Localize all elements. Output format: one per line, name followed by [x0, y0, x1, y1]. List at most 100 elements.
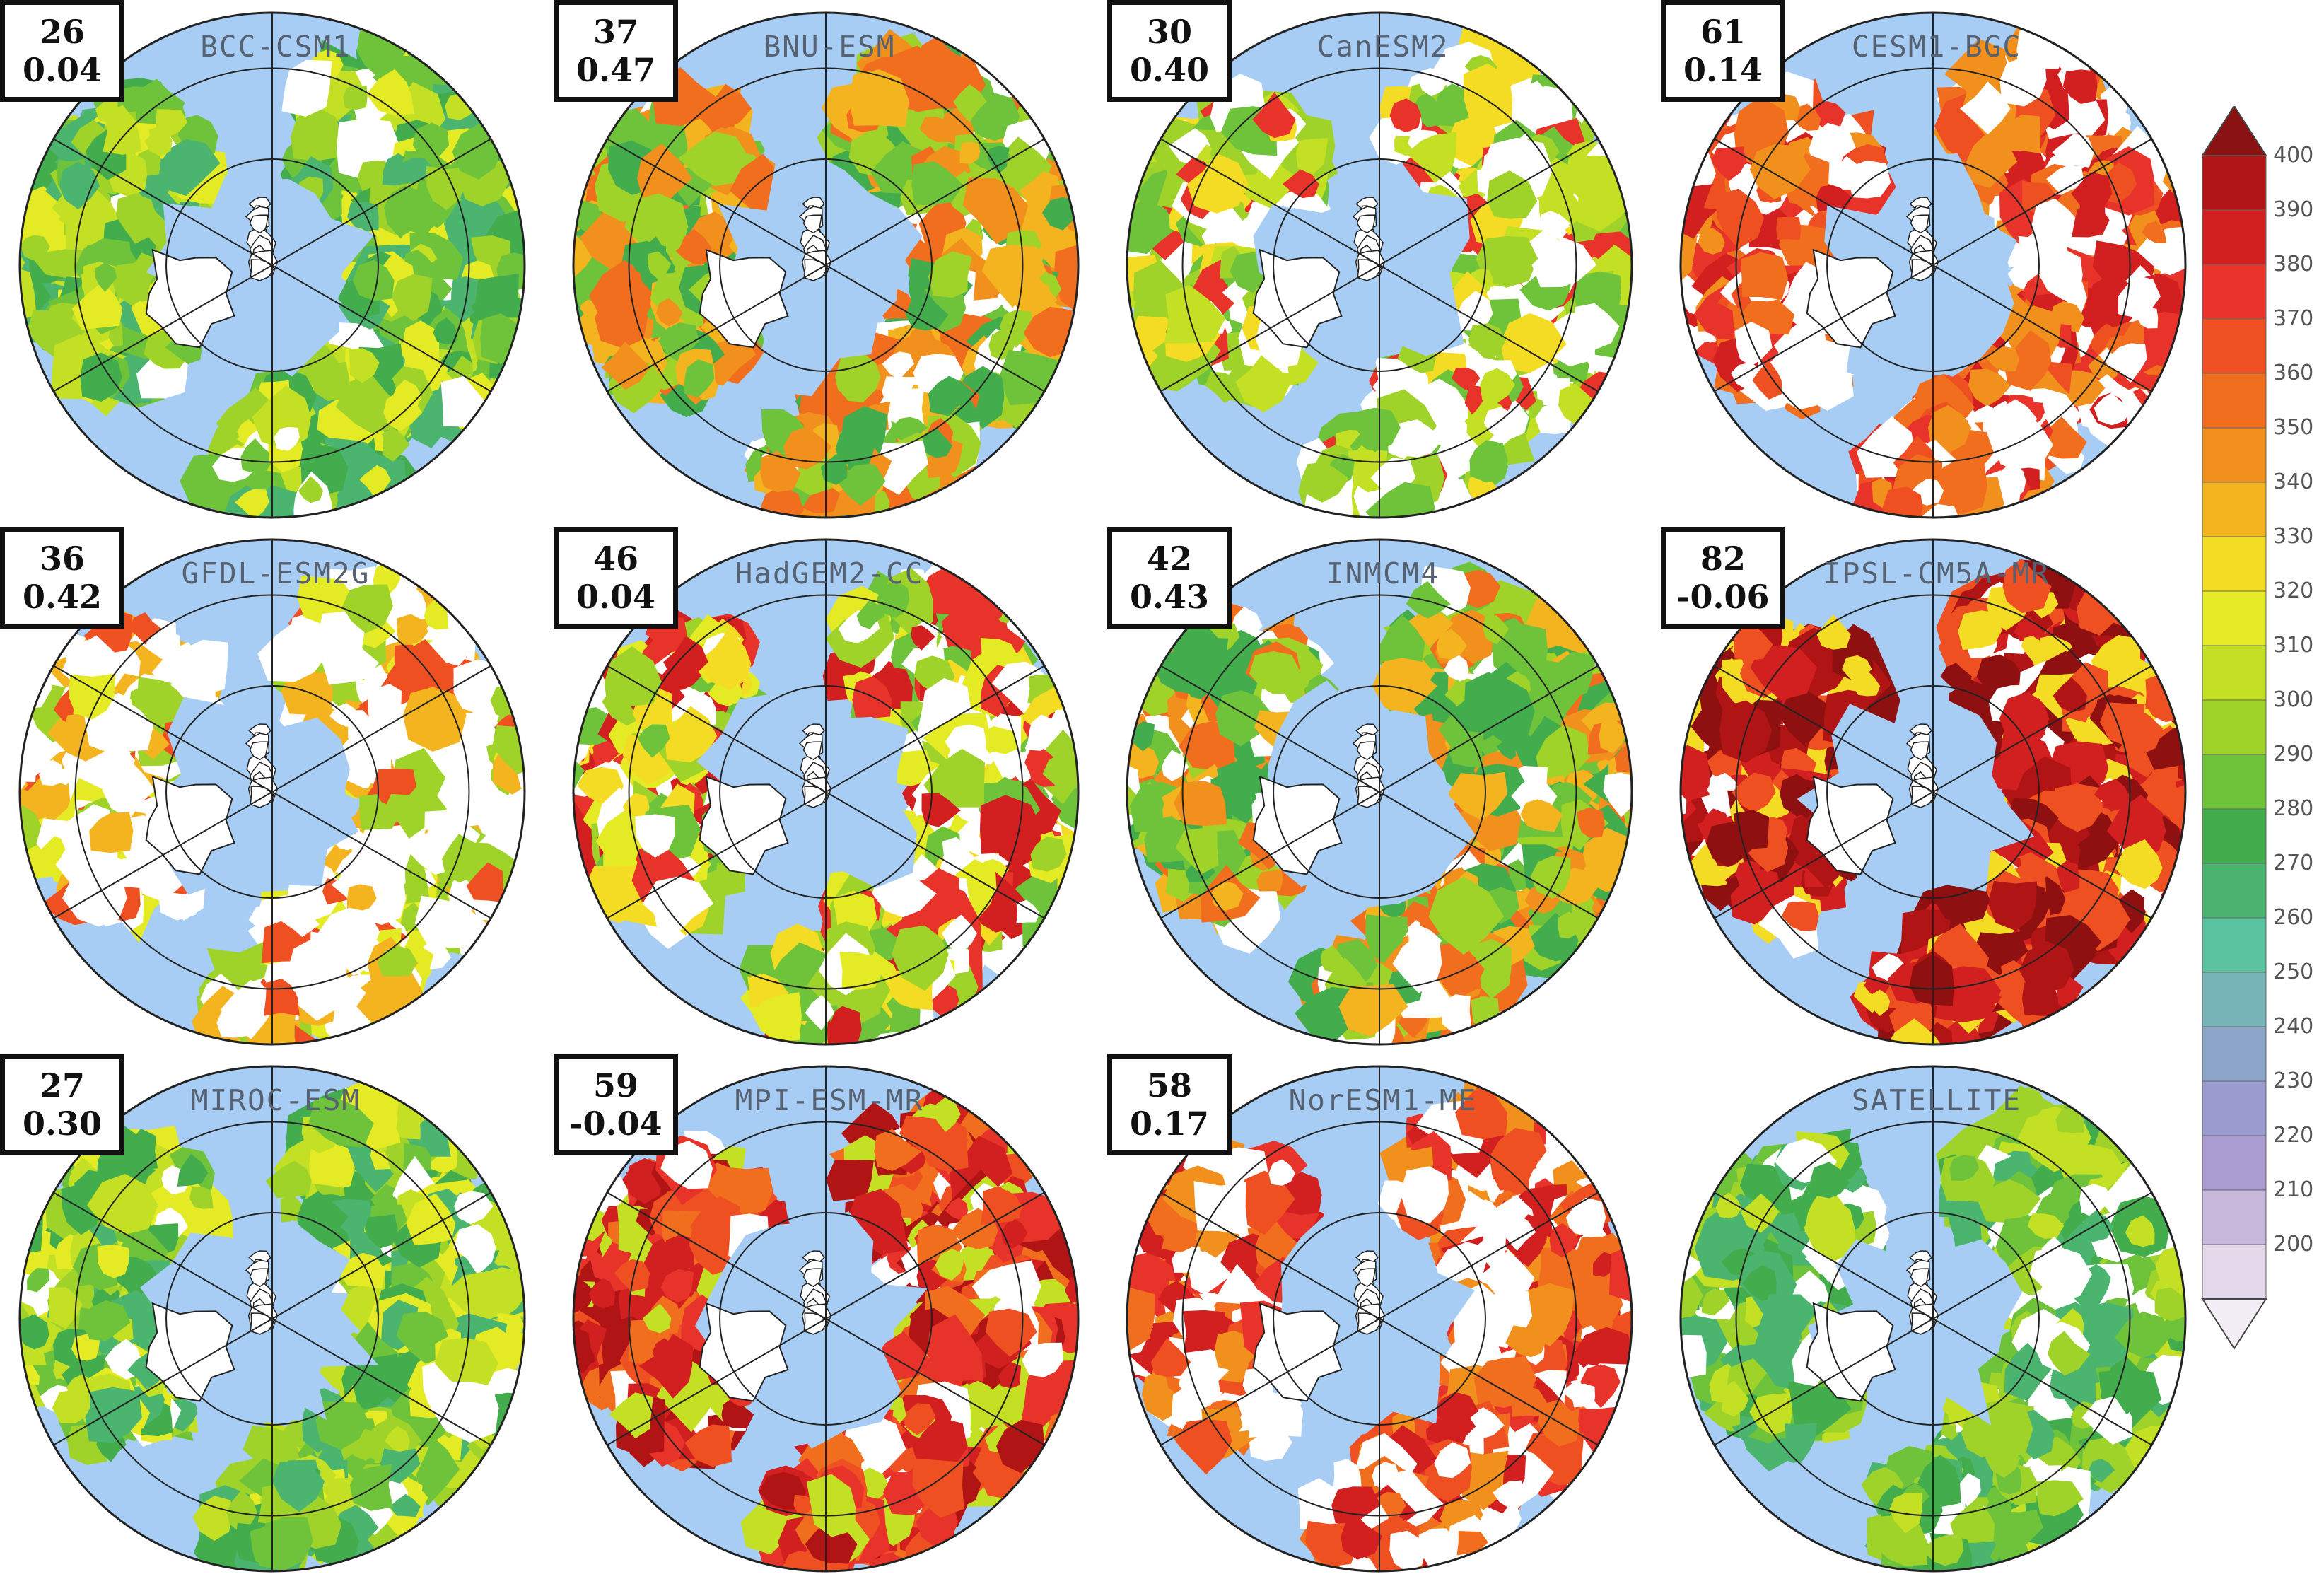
polar-map — [1679, 11, 2187, 519]
stats-value-bottom: 0.14 — [1683, 51, 1763, 89]
stats-value-bottom: -0.06 — [1676, 578, 1770, 616]
land-field — [573, 1076, 1078, 1571]
greenland — [1252, 775, 1343, 875]
panel-title: BCC-CSM1 — [200, 30, 351, 64]
panel-title: HadGEM2-CC — [735, 556, 924, 590]
map-panel: 30 0.40 CanESM2 — [1107, 0, 1637, 519]
map-panel: 42 0.43 INMCM4 — [1107, 527, 1637, 1046]
colorbar-top-arrow — [2201, 105, 2267, 156]
graticule — [607, 540, 1045, 1044]
greenland — [145, 775, 235, 875]
colorbar — [2192, 105, 2324, 1464]
colorbar-segment — [2202, 1244, 2267, 1300]
stats-box: 27 0.30 — [0, 1054, 124, 1155]
stats-value-bottom: 0.43 — [1129, 578, 1210, 616]
colorbar-tick-label: 360 — [2273, 361, 2314, 385]
graticule — [607, 1066, 1045, 1571]
graticule — [53, 13, 491, 518]
polar-map — [1126, 1065, 1633, 1573]
colorbar-tick-label: 340 — [2273, 470, 2314, 494]
stats-box: 42 0.43 — [1107, 527, 1232, 629]
polar-map — [1126, 538, 1633, 1046]
polar-map — [1679, 1065, 2187, 1573]
map-panel: 36 0.42 GFDL-ESM2G — [0, 527, 530, 1046]
colorbar-segment — [2202, 155, 2267, 211]
colorbar-tick-label: 310 — [2273, 633, 2314, 658]
colorbar-tick-label: 250 — [2273, 960, 2314, 984]
stats-value-top: 27 — [39, 1066, 85, 1105]
map-outline — [572, 538, 1080, 1046]
colorbar-segment — [2202, 1189, 2267, 1245]
map-outline — [1126, 11, 1633, 519]
panel-title: IPSL-CM5A-MR — [1823, 556, 2050, 590]
stats-box: 59 -0.04 — [554, 1054, 678, 1155]
stats-value-bottom: 0.40 — [1129, 51, 1210, 89]
map-outline — [572, 11, 1080, 519]
stats-box: 36 0.42 — [0, 527, 124, 629]
greenland — [1806, 1302, 1896, 1402]
greenland — [699, 775, 789, 875]
polar-map — [1126, 11, 1633, 519]
polar-map — [18, 11, 526, 519]
panel-title: CESM1-BGC — [1851, 30, 2022, 64]
stats-value-top: 26 — [39, 13, 85, 51]
colorbar-segment — [2202, 1026, 2267, 1082]
stats-value-top: 42 — [1146, 540, 1192, 578]
colorbar-segment — [2202, 972, 2267, 1027]
colorbar-segment — [2202, 917, 2267, 973]
greenland — [699, 248, 789, 349]
colorbar-segment — [2202, 699, 2267, 755]
panel-title: MPI-ESM-MR — [735, 1083, 924, 1117]
map-panel: 59 -0.04 MPI-ESM-MR — [554, 1054, 1084, 1573]
greenland — [1252, 1302, 1343, 1402]
polar-map — [572, 11, 1080, 519]
graticule — [53, 1066, 491, 1571]
panel-title: SATELLITE — [1851, 1083, 2022, 1117]
stats-value-top: 37 — [592, 13, 638, 51]
map-outline — [1679, 11, 2187, 519]
stats-value-top: 36 — [39, 540, 85, 578]
map-outline — [1126, 1065, 1633, 1573]
graticule — [1160, 540, 1599, 1044]
colorbar-segment — [2202, 536, 2267, 592]
colorbar-tick-label: 240 — [2273, 1014, 2314, 1039]
land-field — [20, 24, 525, 518]
colorbar-tick-label: 330 — [2273, 524, 2314, 549]
colorbar-tick-label: 390 — [2273, 197, 2314, 222]
colorbar-segment — [2202, 1080, 2267, 1136]
stats-value-bottom: 0.42 — [22, 578, 103, 616]
stats-value-bottom: -0.04 — [569, 1105, 662, 1143]
polar-map — [1679, 538, 2187, 1046]
greenland — [699, 1302, 789, 1402]
colorbar-segment — [2202, 754, 2267, 810]
greenland — [1806, 248, 1896, 349]
panel-title: NorESM1-ME — [1288, 1083, 1478, 1117]
colorbar-segment — [2202, 427, 2267, 483]
stats-box: 58 0.17 — [1107, 1054, 1232, 1155]
panel-title: CanESM2 — [1316, 30, 1449, 64]
polar-map — [18, 1065, 526, 1573]
graticule — [1160, 13, 1599, 518]
colorbar-segment — [2202, 1135, 2267, 1191]
colorbar-segment — [2202, 264, 2267, 320]
colorbar-tick-label: 230 — [2273, 1068, 2314, 1093]
map-outline — [18, 538, 526, 1046]
land-field — [1681, 23, 2185, 518]
colorbar-tick-label: 270 — [2273, 851, 2314, 875]
map-panel: 61 0.14 CESM1-BGC — [1661, 0, 2191, 519]
colorbar-tick-label: 200 — [2273, 1232, 2314, 1257]
stats-box: 30 0.40 — [1107, 0, 1232, 102]
stats-box: 61 0.14 — [1661, 0, 1785, 102]
polar-map — [572, 1065, 1080, 1573]
colorbar-tick-label: 350 — [2273, 415, 2314, 440]
colorbar-segment — [2202, 373, 2267, 429]
map-panel: 82 -0.06 IPSL-CM5A-MR — [1661, 527, 2191, 1046]
graticule — [1160, 1066, 1599, 1571]
greenland — [145, 248, 235, 349]
map-panel: SATELLITE — [1661, 1054, 2191, 1573]
colorbar-segment — [2202, 645, 2267, 701]
colorbar-tick-label: 400 — [2273, 143, 2314, 168]
stats-value-top: 82 — [1700, 540, 1746, 578]
stats-value-top: 30 — [1146, 13, 1192, 51]
land-field — [1681, 1085, 2185, 1571]
